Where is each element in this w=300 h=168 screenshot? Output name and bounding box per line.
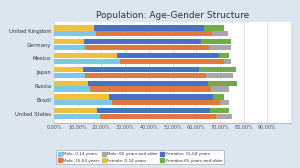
Bar xyxy=(208,45,231,50)
Bar xyxy=(120,59,224,64)
Bar xyxy=(88,80,208,86)
Bar xyxy=(212,31,228,36)
Bar xyxy=(199,67,236,72)
Bar xyxy=(54,94,109,100)
Bar xyxy=(112,100,220,105)
Bar xyxy=(54,25,94,31)
Bar xyxy=(117,53,219,58)
Bar xyxy=(84,39,201,44)
Bar xyxy=(54,86,90,92)
Bar xyxy=(201,39,231,44)
Bar xyxy=(85,73,206,78)
Bar xyxy=(213,94,224,100)
Bar xyxy=(54,100,112,105)
Bar xyxy=(85,45,208,50)
Bar xyxy=(96,31,212,36)
Bar xyxy=(211,86,229,92)
Legend: Male: 0-14 years, Male: 15-64 years, Male: 65 years and older, Female: 0-14 year: Male: 0-14 years, Male: 15-64 years, Mal… xyxy=(56,151,224,164)
Bar xyxy=(220,100,229,105)
Bar xyxy=(94,25,204,31)
Bar xyxy=(54,59,120,64)
Bar xyxy=(54,45,85,50)
Bar xyxy=(206,73,233,78)
Title: Population: Age-Gender Structure: Population: Age-Gender Structure xyxy=(96,11,249,20)
Bar xyxy=(210,108,229,113)
Bar xyxy=(54,39,84,44)
Bar xyxy=(208,80,237,86)
Bar xyxy=(204,25,224,31)
Bar xyxy=(219,53,230,58)
Bar xyxy=(54,73,85,78)
Bar xyxy=(54,80,88,86)
Bar xyxy=(83,67,199,72)
Bar xyxy=(54,31,96,36)
Bar xyxy=(224,59,231,64)
Bar xyxy=(54,53,117,58)
Bar xyxy=(54,67,83,72)
Bar xyxy=(216,114,232,119)
Bar xyxy=(100,114,216,119)
Bar xyxy=(109,94,213,100)
Bar xyxy=(90,86,211,92)
Bar xyxy=(54,108,98,113)
Bar xyxy=(54,114,100,119)
Bar xyxy=(98,108,210,113)
